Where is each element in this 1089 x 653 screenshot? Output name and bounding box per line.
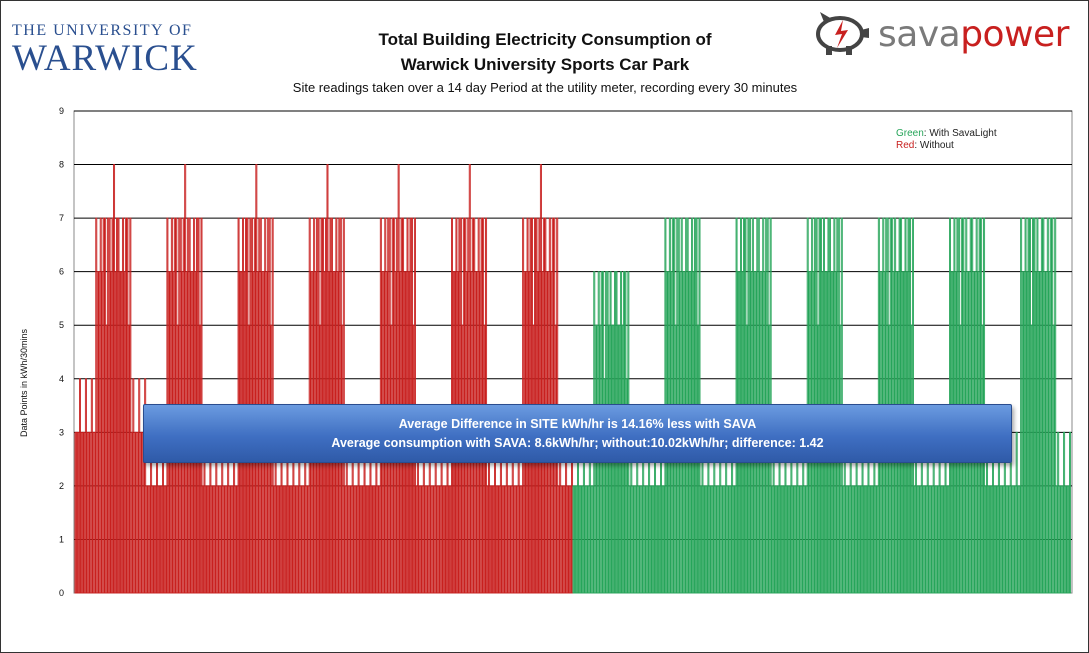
y-tick-label: 3 <box>59 427 64 437</box>
data-bar <box>368 485 370 594</box>
data-bar <box>734 485 737 594</box>
savapower-wordmark-part1: sava <box>878 14 961 55</box>
y-tick-label: 4 <box>59 374 64 384</box>
data-bar <box>492 485 495 594</box>
data-bar <box>326 164 329 594</box>
data-bar <box>996 485 999 594</box>
data-bar <box>705 485 708 594</box>
data-bar <box>145 485 148 594</box>
y-tick-label: 6 <box>59 267 64 277</box>
data-bar <box>803 485 806 594</box>
y-tick-label: 1 <box>59 534 64 544</box>
data-bar <box>775 485 778 594</box>
data-bar <box>858 485 861 594</box>
data-bar <box>788 485 791 594</box>
average-difference-callout: Average Difference in SITE kWh/hr is 14.… <box>143 404 1012 463</box>
data-bar <box>139 431 142 594</box>
data-bar <box>277 485 280 594</box>
data-bar <box>866 485 868 594</box>
data-bar <box>236 485 239 594</box>
data-bar <box>845 485 848 594</box>
data-bar <box>430 485 433 594</box>
callout-line1: Average Difference in SITE kWh/hr is 14.… <box>398 417 757 431</box>
warwick-logo-line2: WARWICK <box>12 38 198 79</box>
savapower-wordmark: savapower <box>878 14 1069 55</box>
data-bar <box>1069 431 1072 594</box>
legend: Green: With SavaLight Red: Without <box>896 128 997 152</box>
data-bar <box>347 485 350 594</box>
data-bar <box>560 485 563 594</box>
data-bar <box>720 485 723 594</box>
data-bar <box>513 485 516 594</box>
data-bar <box>285 485 287 594</box>
data-bar <box>568 485 571 594</box>
data-bar <box>443 485 446 594</box>
data-bar <box>913 485 916 594</box>
data-bar <box>651 485 654 594</box>
data-bar <box>928 485 931 594</box>
y-tick-label: 5 <box>59 320 64 330</box>
legend-item-without: Red: Without <box>896 140 997 152</box>
piggy-bank-icon <box>816 12 869 55</box>
chart-title-line2: Warwick University Sports Car Park <box>400 55 690 74</box>
data-bar <box>1011 485 1014 594</box>
data-bar <box>575 485 578 594</box>
data-bar <box>637 485 640 594</box>
data-bar <box>539 164 542 594</box>
legend-item-with: Green: With SavaLight <box>896 128 997 140</box>
data-bar <box>851 485 854 594</box>
chart-subtitle: Site readings taken over a 14 day Period… <box>292 80 798 95</box>
data-bar <box>129 217 132 594</box>
data-bar <box>871 485 874 594</box>
data-bar <box>783 485 785 594</box>
data-bar <box>726 485 729 594</box>
y-tick-label: 9 <box>59 106 64 116</box>
legend-label-without: Red <box>896 140 915 151</box>
data-bar <box>700 485 702 594</box>
data-bar <box>519 485 522 594</box>
legend-text-without: : Without <box>914 140 954 151</box>
data-bar <box>360 485 363 594</box>
data-bar <box>1017 485 1020 594</box>
data-bar <box>207 485 210 594</box>
warwick-logo: THE UNIVERSITY OF WARWICK <box>12 22 198 78</box>
data-bar <box>658 485 661 594</box>
y-tick-label: 7 <box>59 213 64 223</box>
y-tick-label: 8 <box>59 160 64 170</box>
data-bar <box>1054 217 1057 594</box>
savapower-logo: savapower <box>810 8 1080 58</box>
chart-title-line1: Total Building Electricity Consumption o… <box>378 30 712 49</box>
savapower-wordmark-part2: power <box>960 14 1069 55</box>
data-bar <box>132 378 135 594</box>
legend-label-with: Green <box>896 128 924 139</box>
data-bar <box>581 485 584 594</box>
callout-line2: Average consumption with SAVA: 8.6kWh/hr… <box>331 436 824 450</box>
data-bar <box>305 485 308 594</box>
data-bar <box>222 485 225 594</box>
warwick-logo-line1: THE UNIVERSITY OF <box>12 22 193 39</box>
data-bar <box>202 485 204 594</box>
data-bar <box>990 485 993 594</box>
data-bar <box>643 485 646 594</box>
y-tick-label: 2 <box>59 481 64 491</box>
y-tick-label: 0 <box>59 588 64 598</box>
y-axis-label: Data Points in kWh/30mins <box>19 328 29 438</box>
legend-text-with: : With SavaLight <box>923 128 997 139</box>
data-bar <box>941 485 944 594</box>
data-bar <box>160 485 163 594</box>
data-bar <box>228 485 231 594</box>
data-bar <box>934 485 937 594</box>
data-bar <box>153 485 156 594</box>
